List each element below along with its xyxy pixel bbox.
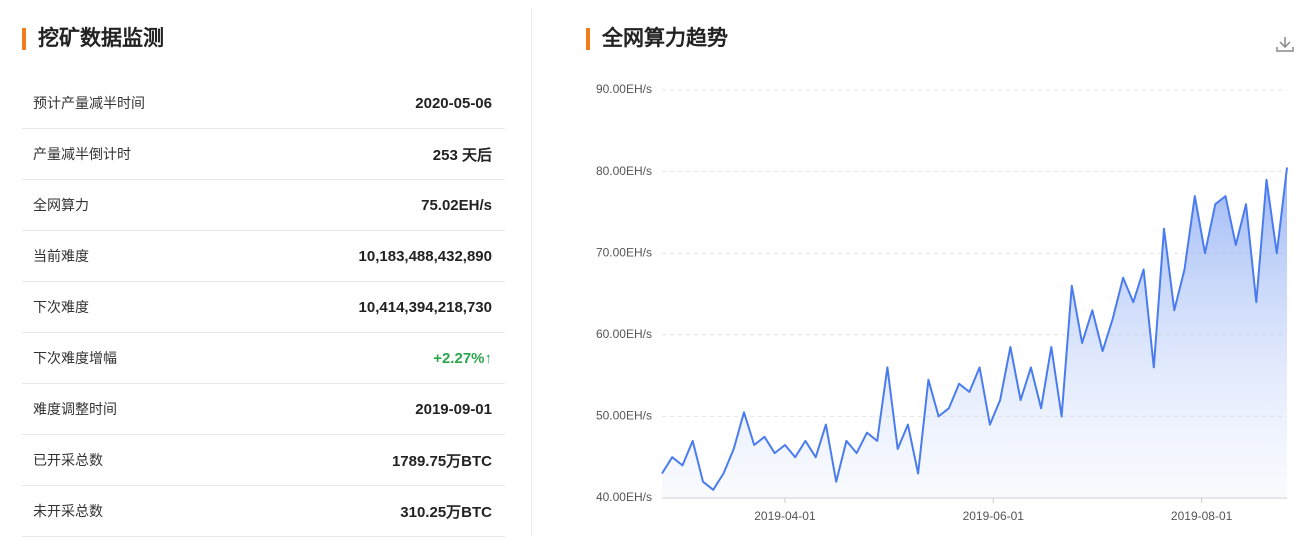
y-tick-label: 90.00EH/s [596,82,652,96]
stat-row: 预计产量减半时间 2020-05-06 [22,78,505,129]
stat-value: 10,183,488,432,890 [358,247,492,265]
stat-value: 310.25万BTC [400,503,492,521]
stat-label: 下次难度 [33,299,89,315]
y-tick-label: 60.00EH/s [596,327,652,341]
stat-value: 10,414,394,218,730 [358,298,492,316]
area [662,167,1287,498]
stat-value: 75.02EH/s [421,196,492,214]
stat-label: 已开采总数 [33,452,103,468]
y-tick-label: 40.00EH/s [596,490,652,504]
line [661,167,1288,491]
divider [531,8,532,537]
stat-row: 难度调整时间 2019-09-01 [22,384,505,435]
panel-title: 挖矿数据监测 [22,28,164,50]
x-tick-label: 2019-08-01 [1171,509,1233,523]
stat-label: 预计产量减半时间 [33,95,145,111]
y-tick-label: 50.00EH/s [596,409,652,423]
stat-label: 下次难度增幅 [33,350,117,366]
stat-value: 2019-09-01 [415,400,492,418]
stat-label: 当前难度 [33,248,89,264]
stat-label: 未开采总数 [33,503,103,519]
x-tick-label: 2019-04-01 [754,509,816,523]
stat-label: 产量减半倒计时 [33,146,131,162]
stats-list: 预计产量减半时间 2020-05-06 产量减半倒计时 253 天后全网算力 75.02… [22,78,505,537]
stat-row: 全网算力 75.02EH/s [22,180,505,231]
chart-title: 全网算力趋势 [586,28,728,50]
stat-value: +2.27%↑ [433,349,492,367]
y-tick-label: 70.00EH/s [596,245,652,259]
stat-value: 253 天后 [432,146,492,164]
download-icon[interactable] [1276,37,1294,52]
stat-value: 2020-05-06 [415,94,492,112]
x-tick-label: 2019-06-01 [963,509,1025,523]
y-tick-label: 80.00EH/s [596,164,652,178]
stat-row: 产量减半倒计时 253 天后 [22,129,505,180]
stat-row: 当前难度 10,183,488,432,890 [22,231,505,282]
stat-value: 1789.75万BTC [391,452,492,470]
stat-row: 已开采总数 1789.75万BTC [22,435,505,486]
stat-label: 全网算力 [33,197,89,213]
stat-row: 下次难度 10,414,394,218,730 [22,282,505,333]
stat-row: 下次难度增幅 +2.27%↑ [22,333,505,384]
stat-label: 难度调整时间 [33,401,117,417]
